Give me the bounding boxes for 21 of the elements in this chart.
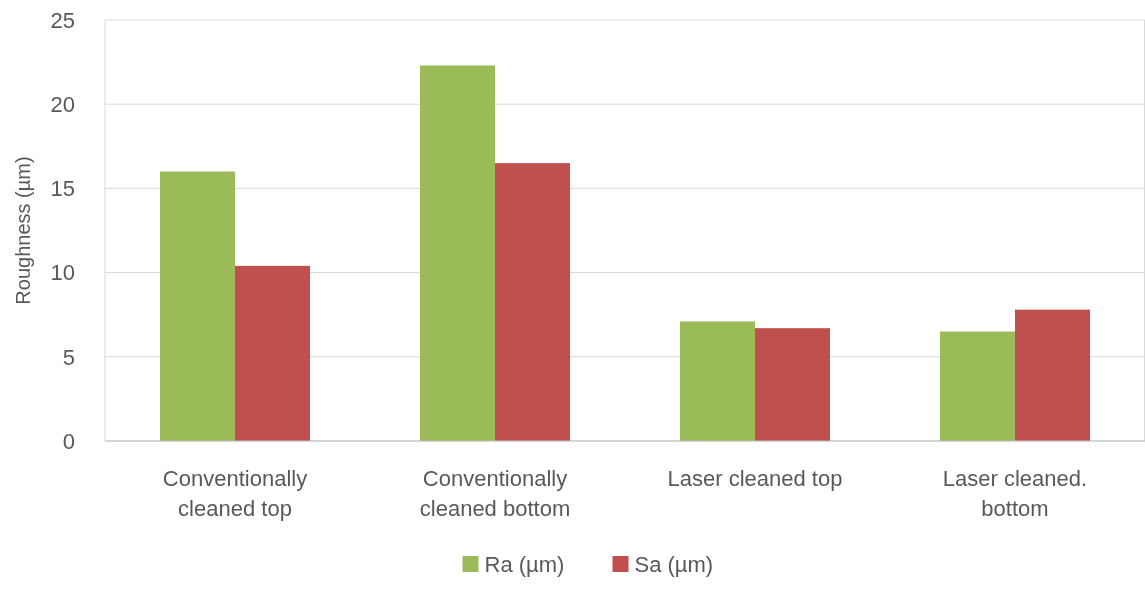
- bar: [755, 328, 831, 441]
- bar: [495, 163, 571, 441]
- bar: [159, 171, 235, 441]
- y-tick-label: 25: [50, 7, 75, 33]
- bar: [235, 265, 311, 441]
- y-tick-label: 0: [62, 428, 75, 454]
- legend-label: Ra (µm): [484, 551, 565, 577]
- x-tick-label: Conventionally cleaned top: [162, 466, 308, 521]
- x-tick-label: Laser cleaned. bottom: [942, 466, 1088, 521]
- y-tick-label: 15: [50, 176, 75, 202]
- bar: [1015, 309, 1091, 441]
- x-tick-label: Conventionally cleaned bottom: [419, 466, 571, 521]
- y-tick-label: 5: [62, 344, 75, 370]
- bar: [419, 65, 495, 441]
- bar: [939, 331, 1015, 441]
- y-axis-title: Roughness (µm): [12, 156, 34, 305]
- y-tick-label: 20: [50, 91, 75, 117]
- bar: [679, 321, 755, 441]
- legend-label: Sa (µm): [634, 551, 714, 577]
- x-tick-label: Laser cleaned top: [667, 466, 843, 491]
- y-tick-label: 10: [50, 260, 75, 286]
